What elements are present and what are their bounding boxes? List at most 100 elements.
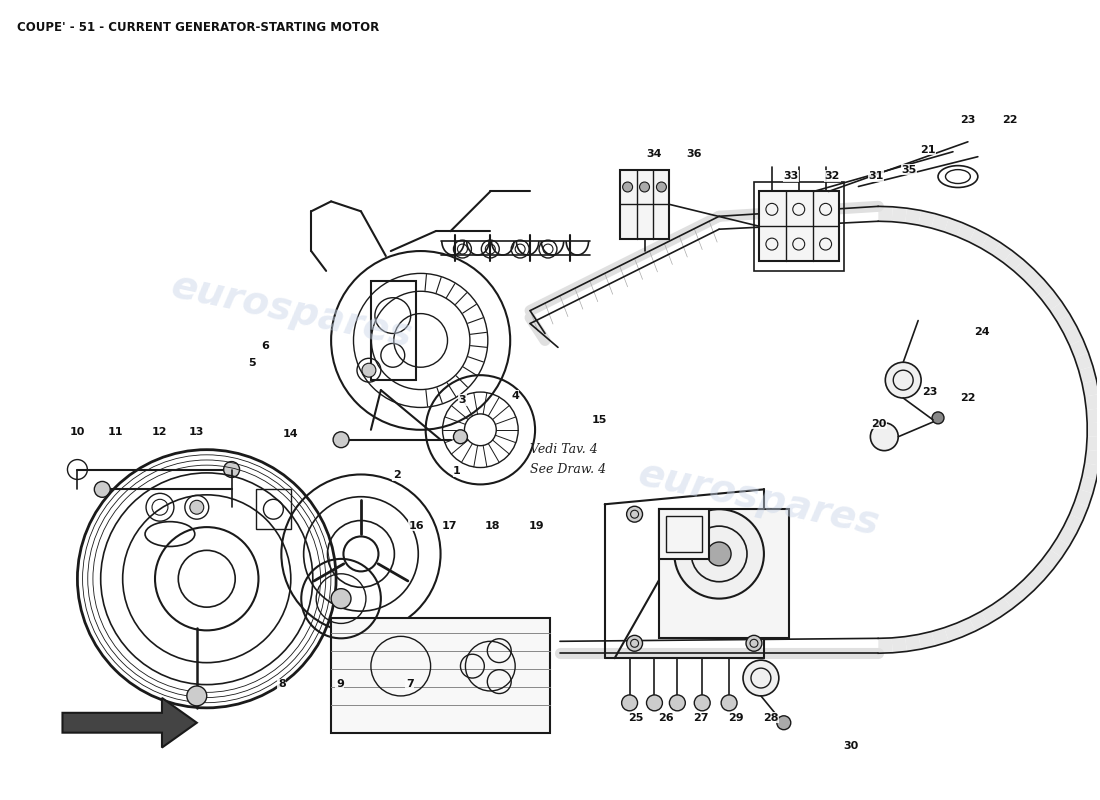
Bar bbox=[331, 618, 550, 733]
Text: 19: 19 bbox=[529, 521, 544, 530]
Text: 16: 16 bbox=[409, 521, 425, 530]
PathPatch shape bbox=[1064, 514, 1084, 533]
Circle shape bbox=[623, 182, 632, 192]
PathPatch shape bbox=[905, 208, 921, 225]
Text: 8: 8 bbox=[278, 679, 286, 690]
PathPatch shape bbox=[1087, 437, 1100, 451]
PathPatch shape bbox=[969, 229, 988, 248]
PathPatch shape bbox=[992, 242, 1012, 262]
PathPatch shape bbox=[1069, 502, 1088, 520]
PathPatch shape bbox=[1042, 549, 1062, 569]
Polygon shape bbox=[63, 698, 197, 747]
Bar bbox=[759, 191, 838, 261]
PathPatch shape bbox=[1014, 579, 1034, 600]
Text: 2: 2 bbox=[393, 470, 400, 481]
Text: Vedi Tav. 4: Vedi Tav. 4 bbox=[530, 443, 598, 456]
PathPatch shape bbox=[957, 618, 976, 637]
Circle shape bbox=[333, 432, 349, 448]
Text: 7: 7 bbox=[406, 679, 414, 690]
PathPatch shape bbox=[1057, 526, 1077, 546]
Text: 28: 28 bbox=[763, 713, 779, 722]
Circle shape bbox=[627, 506, 642, 522]
PathPatch shape bbox=[892, 637, 907, 653]
Bar bbox=[667, 516, 702, 552]
PathPatch shape bbox=[1042, 290, 1062, 310]
Text: 23: 23 bbox=[922, 387, 937, 397]
Text: 20: 20 bbox=[870, 419, 886, 429]
Text: eurospares: eurospares bbox=[167, 266, 416, 354]
PathPatch shape bbox=[1085, 450, 1100, 466]
Text: 35: 35 bbox=[901, 165, 916, 174]
Bar bbox=[659, 510, 710, 559]
Text: 9: 9 bbox=[336, 679, 344, 690]
PathPatch shape bbox=[1075, 489, 1093, 507]
Text: 17: 17 bbox=[441, 521, 458, 530]
PathPatch shape bbox=[1014, 260, 1034, 280]
Text: 30: 30 bbox=[844, 741, 859, 750]
PathPatch shape bbox=[918, 210, 935, 228]
PathPatch shape bbox=[1087, 422, 1100, 437]
PathPatch shape bbox=[1082, 463, 1099, 479]
Text: 15: 15 bbox=[592, 415, 607, 425]
Text: 3: 3 bbox=[459, 395, 466, 405]
Text: 11: 11 bbox=[108, 426, 123, 437]
Circle shape bbox=[694, 695, 711, 711]
PathPatch shape bbox=[892, 207, 907, 223]
Text: 26: 26 bbox=[658, 713, 674, 722]
Text: 18: 18 bbox=[484, 521, 499, 530]
Circle shape bbox=[870, 423, 899, 450]
Text: 5: 5 bbox=[249, 358, 256, 368]
PathPatch shape bbox=[981, 605, 1001, 625]
Circle shape bbox=[674, 510, 763, 598]
Text: 23: 23 bbox=[960, 115, 976, 126]
Circle shape bbox=[453, 430, 468, 444]
Circle shape bbox=[621, 695, 638, 711]
Text: 33: 33 bbox=[783, 171, 799, 181]
PathPatch shape bbox=[1033, 560, 1054, 580]
Text: 25: 25 bbox=[628, 713, 643, 722]
Text: 24: 24 bbox=[975, 327, 990, 338]
Circle shape bbox=[932, 412, 944, 424]
PathPatch shape bbox=[1064, 326, 1084, 346]
Circle shape bbox=[647, 695, 662, 711]
Text: 22: 22 bbox=[1002, 115, 1018, 126]
Text: See Draw. 4: See Draw. 4 bbox=[530, 463, 606, 476]
Bar bbox=[256, 490, 292, 529]
Circle shape bbox=[190, 500, 204, 514]
Text: 27: 27 bbox=[693, 713, 708, 722]
Circle shape bbox=[627, 635, 642, 651]
PathPatch shape bbox=[878, 206, 893, 222]
Text: 13: 13 bbox=[189, 426, 205, 437]
Text: 21: 21 bbox=[920, 145, 935, 154]
Circle shape bbox=[746, 635, 762, 651]
Circle shape bbox=[777, 716, 791, 730]
PathPatch shape bbox=[878, 638, 893, 654]
Text: 32: 32 bbox=[825, 171, 840, 181]
Text: 36: 36 bbox=[686, 149, 702, 158]
Text: eurospares: eurospares bbox=[635, 455, 883, 543]
PathPatch shape bbox=[1003, 250, 1023, 271]
Circle shape bbox=[639, 182, 649, 192]
PathPatch shape bbox=[1057, 314, 1077, 334]
Bar bbox=[371, 281, 416, 380]
Circle shape bbox=[742, 660, 779, 696]
PathPatch shape bbox=[992, 597, 1012, 617]
Circle shape bbox=[331, 589, 351, 609]
Text: 4: 4 bbox=[512, 391, 519, 401]
PathPatch shape bbox=[905, 634, 921, 651]
PathPatch shape bbox=[1049, 538, 1070, 558]
PathPatch shape bbox=[1085, 394, 1100, 410]
Circle shape bbox=[223, 462, 240, 478]
Circle shape bbox=[886, 362, 921, 398]
Bar bbox=[659, 510, 789, 638]
PathPatch shape bbox=[1087, 408, 1100, 423]
PathPatch shape bbox=[944, 218, 962, 237]
PathPatch shape bbox=[1069, 339, 1088, 358]
PathPatch shape bbox=[918, 631, 935, 649]
Text: 22: 22 bbox=[960, 394, 976, 403]
Text: 1: 1 bbox=[453, 466, 461, 477]
Circle shape bbox=[657, 182, 667, 192]
Circle shape bbox=[707, 542, 732, 566]
PathPatch shape bbox=[932, 214, 949, 232]
Text: 34: 34 bbox=[646, 149, 662, 158]
